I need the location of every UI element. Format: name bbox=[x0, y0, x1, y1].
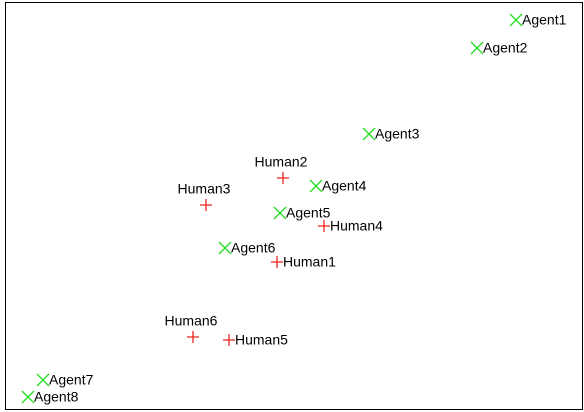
point-marker bbox=[218, 241, 232, 255]
point-marker bbox=[36, 373, 50, 387]
point-label: Human1 bbox=[283, 254, 336, 270]
point-marker bbox=[509, 13, 523, 27]
point-label: Human4 bbox=[330, 218, 383, 234]
point-marker bbox=[21, 390, 35, 404]
point-label: Agent7 bbox=[49, 372, 94, 388]
point-marker bbox=[318, 220, 330, 232]
point-marker bbox=[362, 127, 376, 141]
plot-frame bbox=[5, 2, 583, 410]
point-marker bbox=[271, 256, 283, 268]
point-label: Agent4 bbox=[322, 178, 367, 194]
point-marker bbox=[470, 41, 484, 55]
point-marker bbox=[187, 331, 199, 343]
point-marker bbox=[277, 172, 289, 184]
point-label: Human2 bbox=[255, 154, 308, 170]
point-label: Agent6 bbox=[231, 240, 276, 256]
point-label: Agent8 bbox=[34, 389, 79, 405]
point-label: Human5 bbox=[235, 332, 288, 348]
point-label: Human3 bbox=[178, 181, 231, 197]
point-label: Agent1 bbox=[522, 12, 567, 28]
point-label: Agent5 bbox=[286, 205, 331, 221]
point-label: Human6 bbox=[165, 313, 218, 329]
point-label: Agent3 bbox=[375, 126, 420, 142]
point-marker bbox=[200, 199, 212, 211]
point-marker bbox=[223, 334, 235, 346]
point-marker bbox=[309, 179, 323, 193]
point-marker bbox=[273, 206, 287, 220]
point-label: Agent2 bbox=[483, 40, 528, 56]
